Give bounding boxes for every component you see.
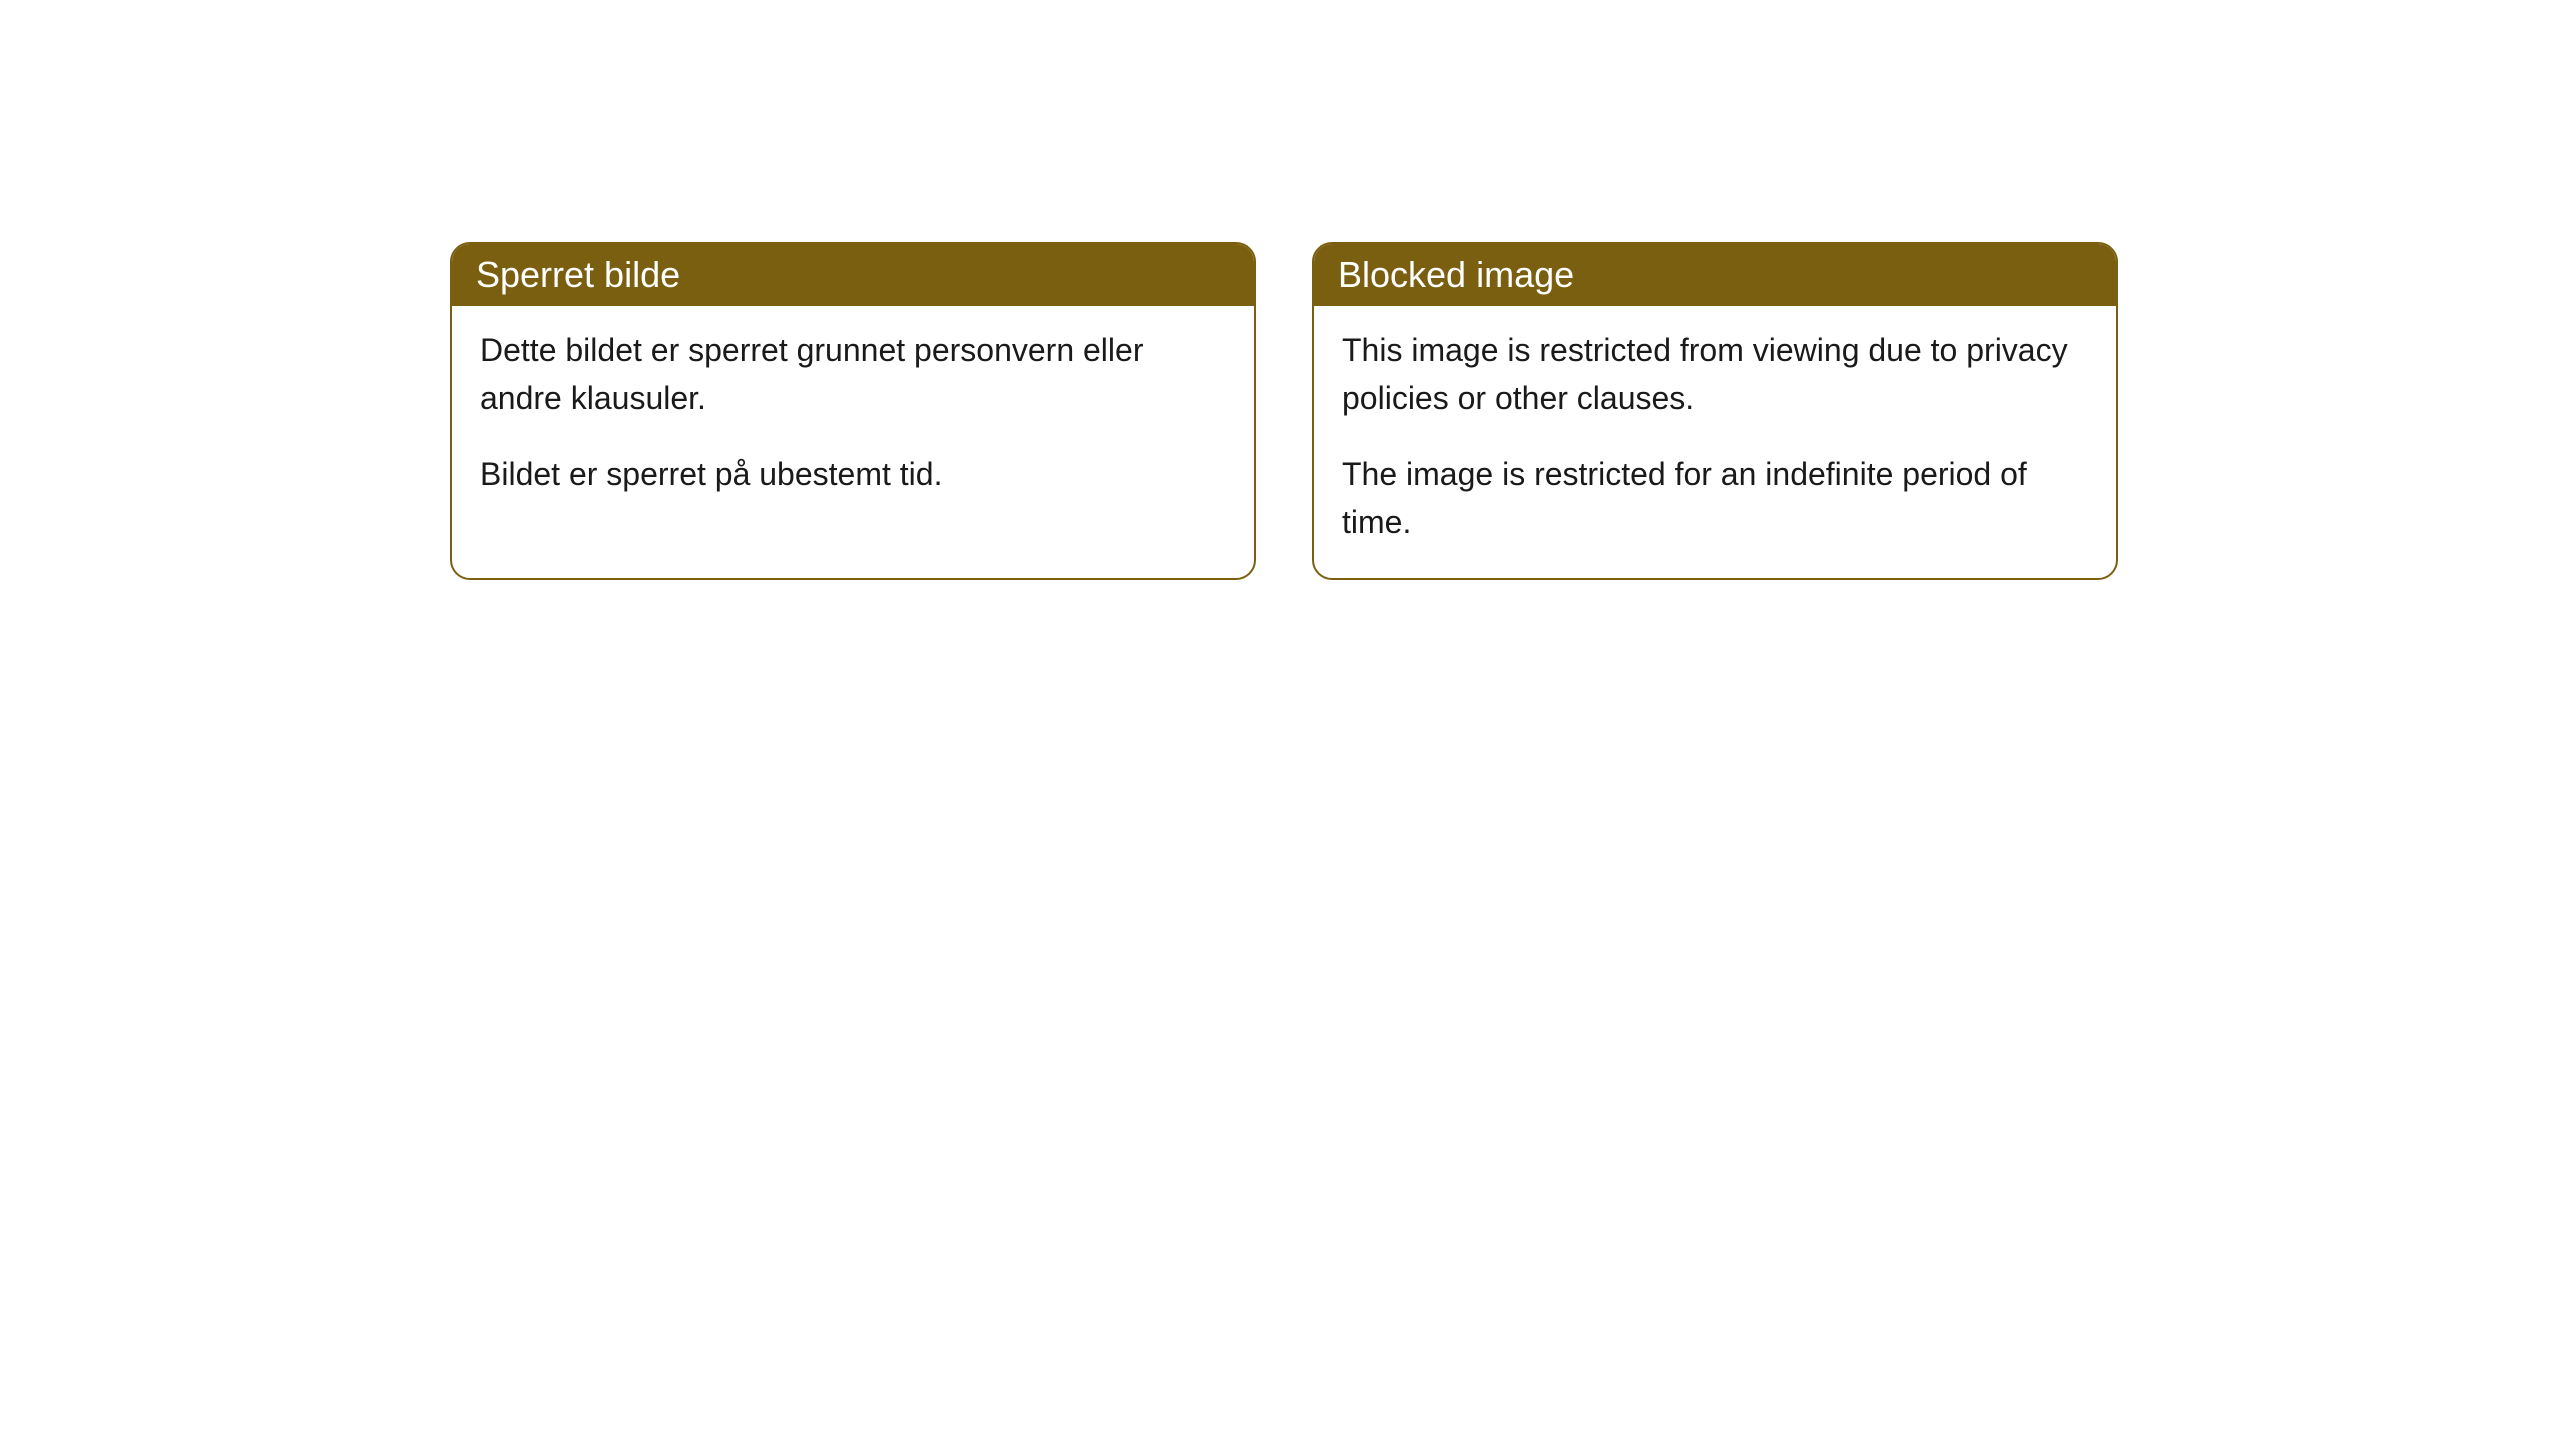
card-title: Blocked image — [1338, 254, 1574, 295]
notice-card-norwegian: Sperret bilde Dette bildet er sperret gr… — [450, 242, 1256, 580]
card-paragraph: This image is restricted from viewing du… — [1342, 326, 2092, 422]
card-header-norwegian: Sperret bilde — [452, 244, 1254, 306]
card-paragraph: Bildet er sperret på ubestemt tid. — [480, 450, 1230, 498]
card-body-english: This image is restricted from viewing du… — [1314, 306, 2116, 578]
card-body-norwegian: Dette bildet er sperret grunnet personve… — [452, 306, 1254, 530]
card-header-english: Blocked image — [1314, 244, 2116, 306]
notice-card-english: Blocked image This image is restricted f… — [1312, 242, 2118, 580]
card-paragraph: Dette bildet er sperret grunnet personve… — [480, 326, 1230, 422]
notice-cards-container: Sperret bilde Dette bildet er sperret gr… — [450, 242, 2118, 580]
card-title: Sperret bilde — [476, 254, 680, 295]
card-paragraph: The image is restricted for an indefinit… — [1342, 450, 2092, 546]
